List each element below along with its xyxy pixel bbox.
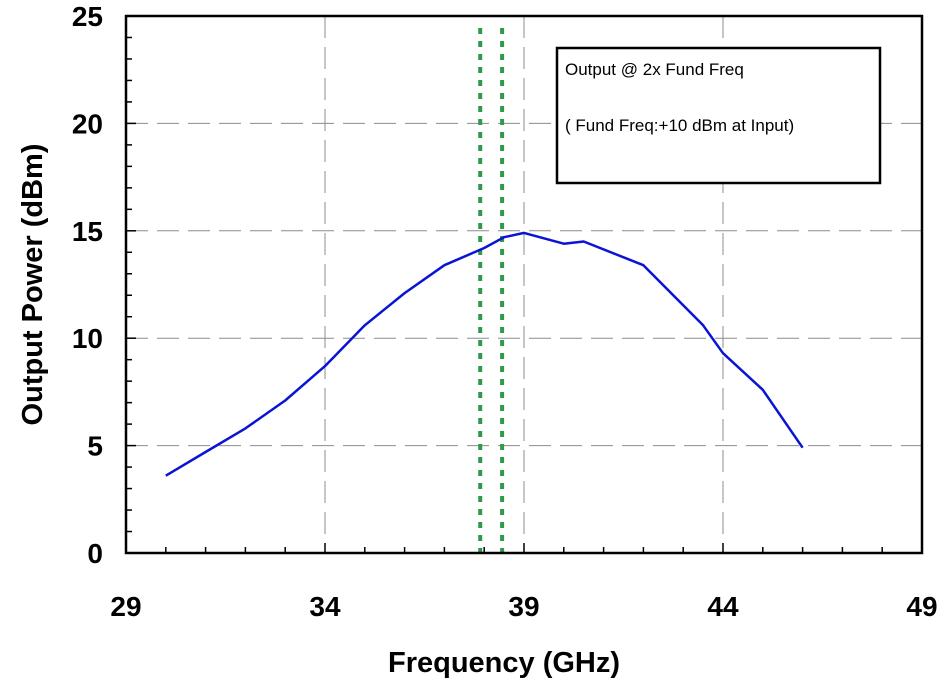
x-tick-label: 39: [508, 591, 539, 622]
y-tick-label: 20: [72, 108, 103, 139]
y-tick-labels: 0 5 10 15 20 25: [72, 1, 103, 569]
y-tick-label: 25: [72, 1, 103, 32]
y-tick-label: 15: [72, 216, 103, 247]
x-tick-label: 29: [110, 591, 141, 622]
y-tick-label: 10: [72, 323, 103, 354]
series-line: [165, 231, 804, 477]
axis-ticks: [125, 15, 923, 554]
x-tick-label: 34: [309, 591, 341, 622]
x-tick-label: 44: [707, 591, 739, 622]
series-layer: [165, 231, 804, 477]
annotation-box: Output @ 2x Fund Freq ( Fund Freq:+10 dB…: [555, 46, 882, 185]
x-tick-labels: 29 34 39 44 49: [110, 591, 937, 622]
annotation-frame: [555, 46, 882, 185]
frequency-band-markers: [478, 28, 505, 553]
annotation-line-2: ( Fund Freq:+10 dBm at Input): [565, 116, 794, 135]
y-tick-label: 0: [87, 538, 103, 569]
annotation-line-1: Output @ 2x Fund Freq: [565, 60, 744, 79]
x-tick-label: 49: [906, 591, 937, 622]
x-axis-title: Frequency (GHz): [388, 647, 620, 679]
y-axis-title: Output Power (dBm): [17, 144, 49, 426]
y-tick-label: 5: [87, 431, 103, 462]
